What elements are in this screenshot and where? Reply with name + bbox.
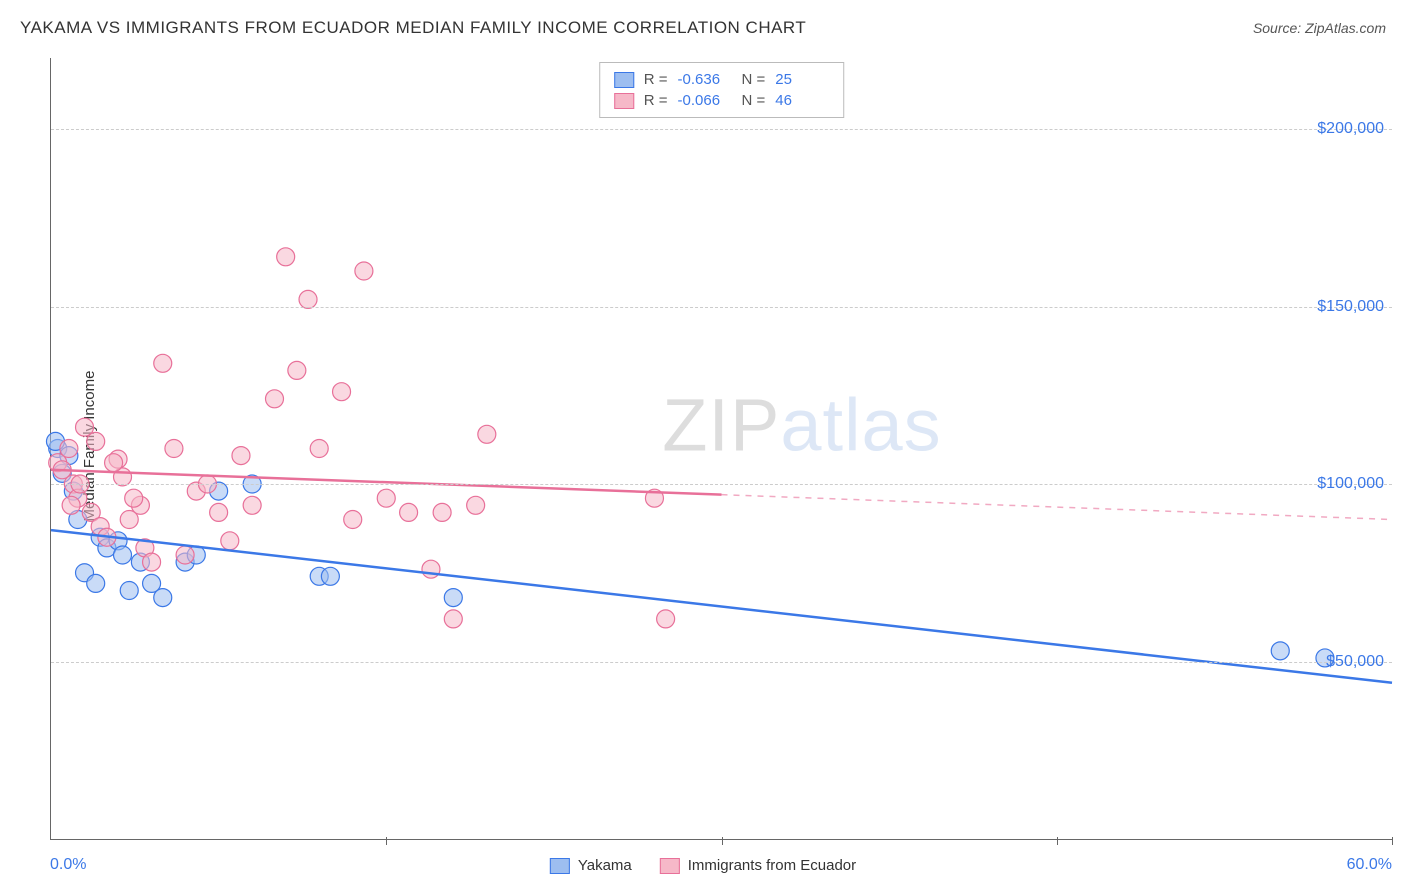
x-axis-min-label: 0.0% — [50, 856, 86, 874]
legend-item: Immigrants from Ecuador — [660, 857, 856, 874]
stats-row: R = -0.636 N = 25 — [614, 69, 830, 90]
swatch-icon — [614, 93, 634, 109]
stat-n-value: 25 — [775, 71, 829, 88]
stat-r-label: R = — [644, 71, 668, 88]
stat-n-label: N = — [742, 71, 766, 88]
series-legend: Yakama Immigrants from Ecuador — [550, 857, 856, 874]
swatch-icon — [550, 858, 570, 874]
y-tick-label: $50,000 — [1326, 653, 1384, 671]
stat-r-label: R = — [644, 92, 668, 109]
y-tick-label: $200,000 — [1317, 120, 1384, 138]
source-attribution: Source: ZipAtlas.com — [1253, 20, 1386, 36]
legend-item: Yakama — [550, 857, 632, 874]
chart-plot-area: ZIPatlas R = -0.636 N = 25 R = -0.066 N … — [50, 58, 1392, 840]
legend-label: Immigrants from Ecuador — [688, 857, 856, 874]
legend-label: Yakama — [578, 857, 632, 874]
x-axis-max-label: 60.0% — [1347, 856, 1392, 874]
stat-n-label: N = — [742, 92, 766, 109]
y-tick-label: $100,000 — [1317, 475, 1384, 493]
chart-title: YAKAMA VS IMMIGRANTS FROM ECUADOR MEDIAN… — [20, 18, 806, 38]
correlation-stats-box: R = -0.636 N = 25 R = -0.066 N = 46 — [599, 62, 845, 118]
stat-r-value: -0.066 — [678, 92, 732, 109]
swatch-icon — [660, 858, 680, 874]
stats-row: R = -0.066 N = 46 — [614, 90, 830, 111]
stat-r-value: -0.636 — [678, 71, 732, 88]
stat-n-value: 46 — [775, 92, 829, 109]
swatch-icon — [614, 72, 634, 88]
y-tick-label: $150,000 — [1317, 298, 1384, 316]
scatter-plot-svg — [51, 58, 1392, 839]
